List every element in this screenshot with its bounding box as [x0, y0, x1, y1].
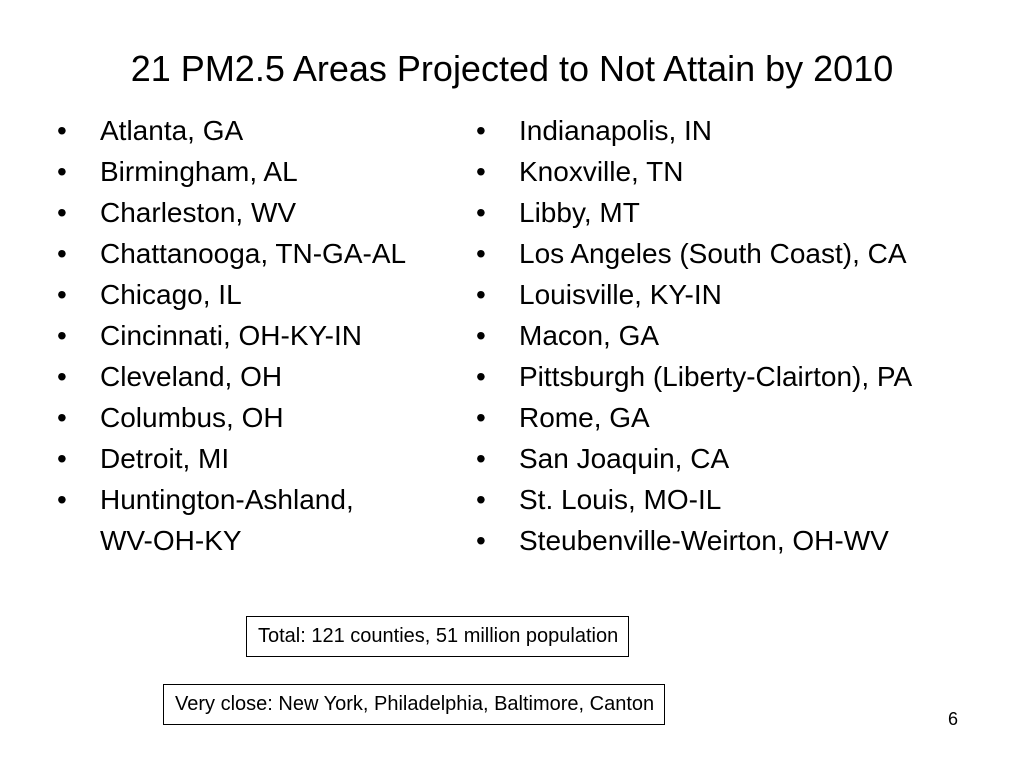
list-item: • Atlanta, GA: [57, 110, 477, 151]
right-area-list: • Indianapolis, IN • Knoxville, TN • Libby, M…: [476, 110, 1016, 561]
bullet-icon: •: [57, 156, 67, 187]
area-name: Macon, GA: [519, 320, 660, 351]
bullet-icon: •: [476, 361, 486, 392]
bullet-icon: •: [476, 320, 486, 351]
list-item: • San Joaquin, CA: [476, 438, 1016, 479]
area-name: Pittsburgh (Liberty-Clairton), PA: [519, 361, 913, 392]
list-item: • Louisville, KY-IN: [476, 274, 1016, 315]
list-item: • Knoxville, TN: [476, 151, 1016, 192]
list-item: • Rome, GA: [476, 397, 1016, 438]
bullet-icon: •: [57, 320, 67, 351]
list-item: • Charleston, WV: [57, 192, 477, 233]
list-item: • Chattanooga, TN-GA-AL: [57, 233, 477, 274]
total-summary-box: Total: 121 counties, 51 million populati…: [246, 616, 630, 657]
bullet-icon: •: [476, 525, 486, 556]
bullet-icon: •: [476, 443, 486, 474]
area-name: WV-OH-KY: [100, 525, 242, 556]
area-name: Steubenville-Weirton, OH-WV: [519, 525, 889, 556]
list-item: • Cincinnati, OH-KY-IN: [57, 315, 477, 356]
list-item: • Indianapolis, IN: [476, 110, 1016, 151]
area-name: Rome, GA: [519, 402, 650, 433]
bullet-icon: •: [57, 402, 67, 433]
slide-title: 21 PM2.5 Areas Projected to Not Attain b…: [130, 48, 894, 89]
area-name: Charleston, WV: [100, 197, 297, 228]
area-name: Libby, MT: [519, 197, 640, 228]
area-name: Detroit, MI: [100, 443, 230, 474]
bullet-icon: •: [476, 156, 486, 187]
area-name: Atlanta, GA: [100, 115, 244, 146]
area-name: Cleveland, OH: [100, 361, 283, 392]
list-item: • Huntington-Ashland, WV-OH-KY: [57, 479, 477, 561]
list-item: • Libby, MT: [476, 192, 1016, 233]
bullet-icon: •: [57, 443, 67, 474]
bullet-icon: •: [476, 115, 486, 146]
area-name: Indianapolis, IN: [519, 115, 713, 146]
area-name: Columbus, OH: [100, 402, 284, 433]
area-name: Birmingham, AL: [100, 156, 298, 187]
list-item: • Pittsburgh (Liberty-Clairton), PA: [476, 356, 1016, 397]
list-item: • St. Louis, MO-IL: [476, 479, 1016, 520]
bullet-icon: •: [57, 279, 67, 310]
area-name: Huntington-Ashland,: [100, 484, 354, 515]
area-name: Chattanooga, TN-GA-AL: [100, 238, 407, 269]
bullet-icon: •: [476, 238, 486, 269]
area-name: Knoxville, TN: [519, 156, 684, 187]
area-name: Chicago, IL: [100, 279, 242, 310]
very-close-summary-box: Very close: New York, Philadelphia, Balt…: [163, 684, 666, 725]
bullet-icon: •: [57, 484, 67, 515]
area-name: Cincinnati, OH-KY-IN: [100, 320, 362, 351]
area-name: San Joaquin, CA: [519, 443, 730, 474]
bullet-icon: •: [476, 279, 486, 310]
left-area-list: • Atlanta, GA • Birmingham, AL • Charleston, …: [57, 110, 477, 561]
list-item: • Cleveland, OH: [57, 356, 477, 397]
list-item: • Macon, GA: [476, 315, 1016, 356]
bullet-icon: •: [57, 115, 67, 146]
list-item: • Birmingham, AL: [57, 151, 477, 192]
area-name: Los Angeles (South Coast), CA: [519, 238, 907, 269]
bullet-icon: •: [57, 197, 67, 228]
list-item: • Chicago, IL: [57, 274, 477, 315]
list-item: • Columbus, OH: [57, 397, 477, 438]
area-name: Louisville, KY-IN: [519, 279, 722, 310]
bullet-icon: •: [57, 361, 67, 392]
bullet-icon: •: [57, 238, 67, 269]
page-number: 6: [948, 709, 959, 729]
list-item: • Los Angeles (South Coast), CA: [476, 233, 1016, 274]
bullet-icon: •: [476, 197, 486, 228]
bullet-icon: •: [476, 402, 486, 433]
list-item: • Detroit, MI: [57, 438, 477, 479]
list-item: • Steubenville-Weirton, OH-WV: [476, 520, 1016, 561]
bullet-icon: •: [476, 484, 486, 515]
area-name: St. Louis, MO-IL: [519, 484, 722, 515]
